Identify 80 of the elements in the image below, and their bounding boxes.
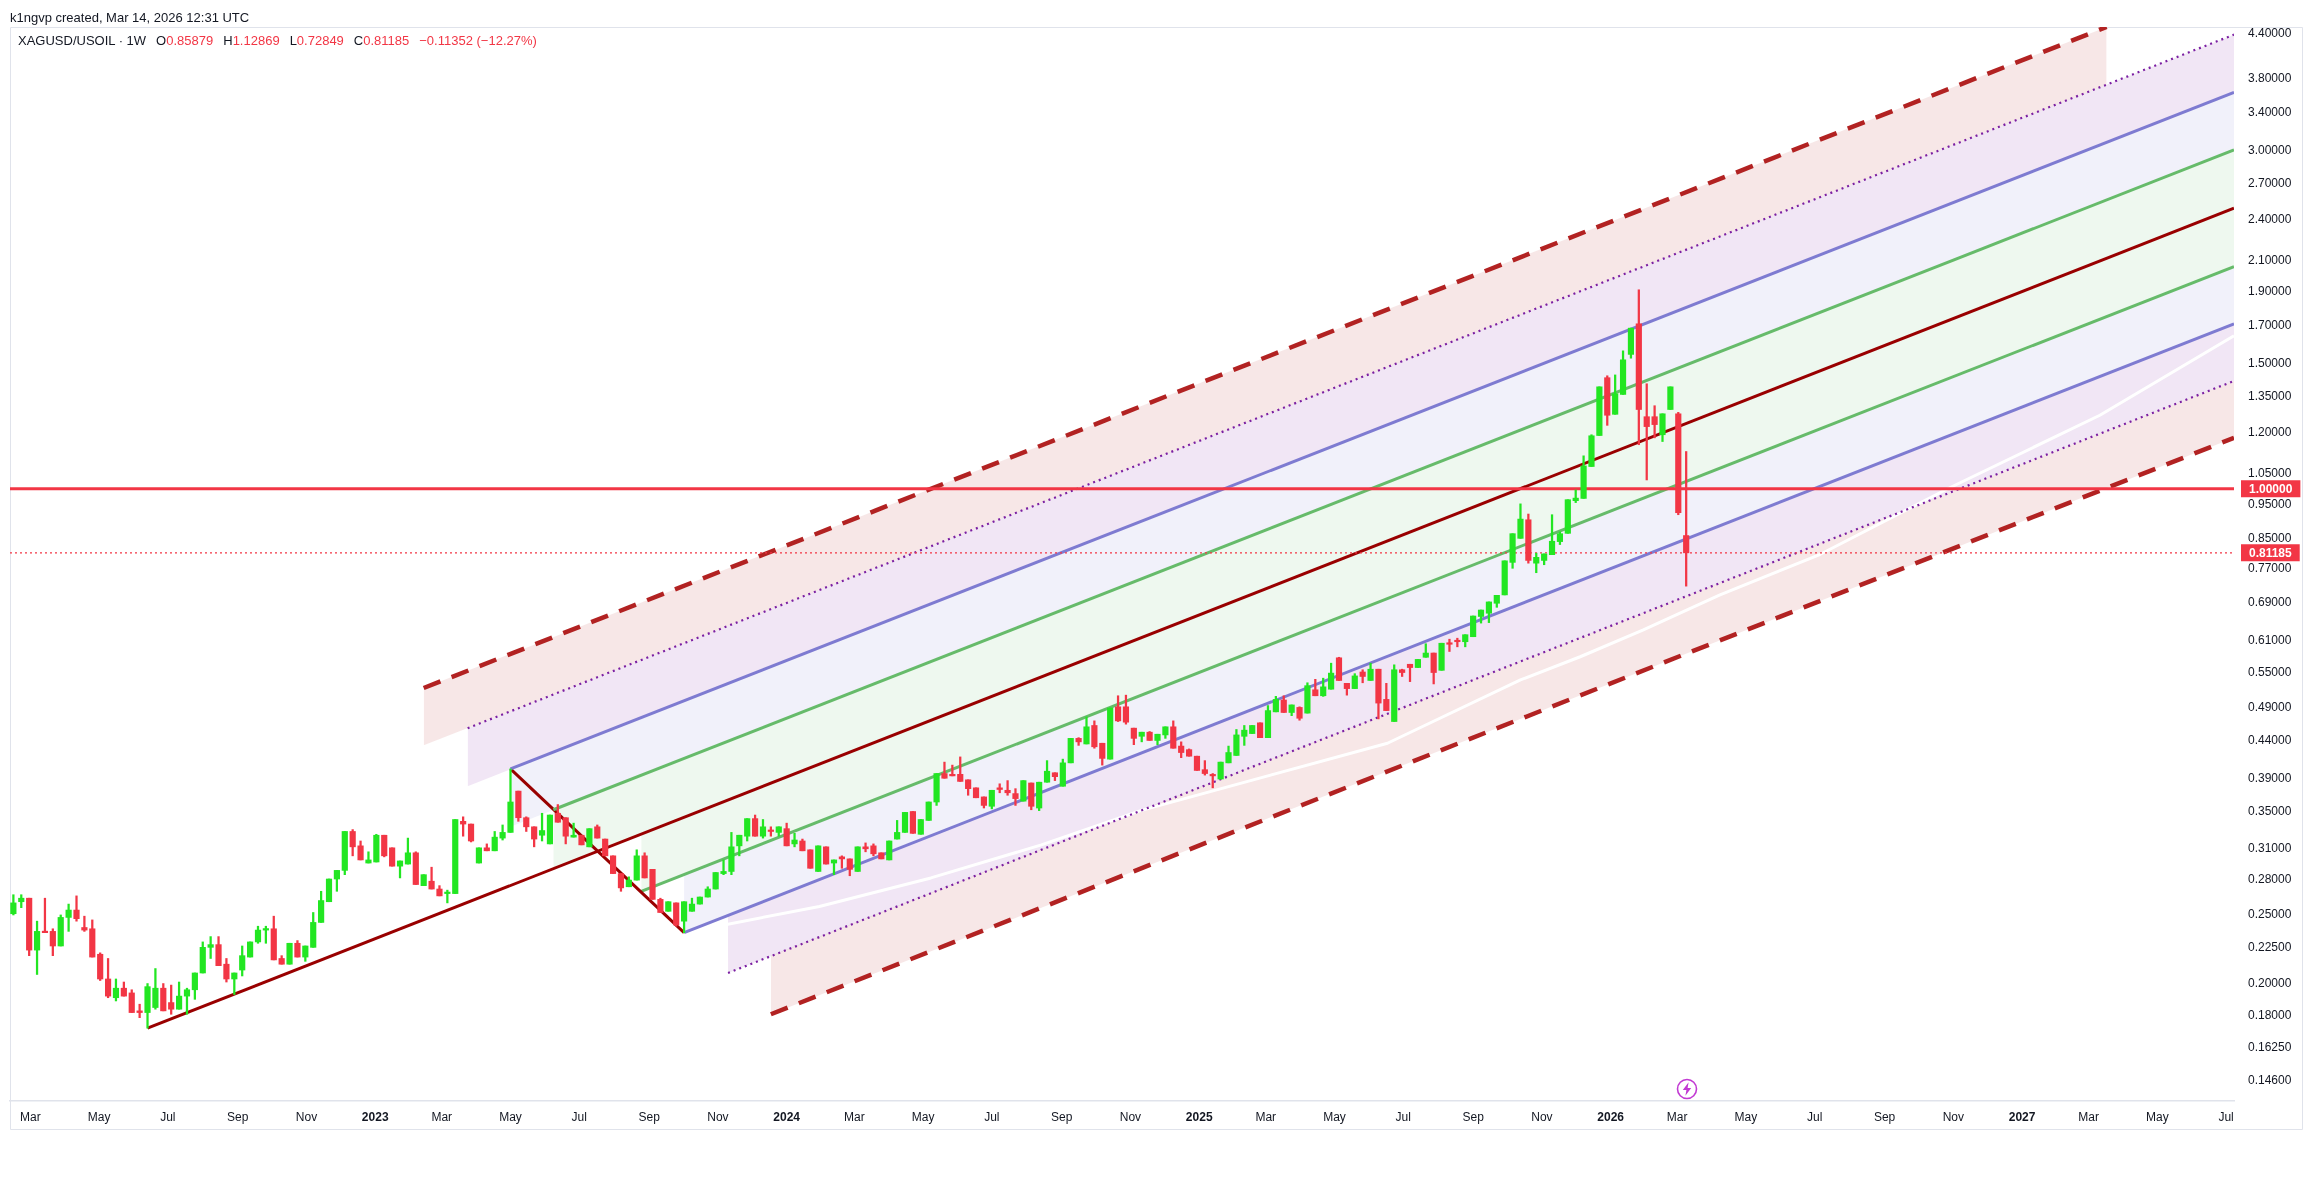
x-tick-label: 2023 [361, 1109, 389, 1124]
candlestick [791, 833, 798, 848]
y-tick-label: 0.31000 [2248, 841, 2292, 856]
y-tick-label: 0.28000 [2248, 872, 2292, 887]
y-tick-label: 4.40000 [2248, 25, 2292, 40]
x-tick-label: Nov [295, 1109, 318, 1124]
y-tick-label: 0.77000 [2248, 561, 2292, 576]
y-tick-label: 0.16250 [2248, 1039, 2292, 1054]
x-tick-label: Mar [1666, 1109, 1688, 1124]
x-tick-label: May [911, 1109, 935, 1124]
x-tick-label: Sep [1873, 1109, 1896, 1124]
x-tick-label: Nov [1942, 1109, 1964, 1124]
annotation: −0.11352 (−12.27%) [419, 33, 537, 48]
y-tick-label: 1.70000 [2248, 317, 2292, 332]
y-tick-label: 0.95000 [2248, 496, 2292, 511]
x-tick-label: Jul [984, 1109, 1000, 1124]
x-tick-label: Mar [2078, 1109, 2099, 1124]
x-tick-label: May [1323, 1109, 1346, 1124]
x-tick-label: Mar [431, 1109, 453, 1124]
y-tick-label: 1.50000 [2248, 356, 2292, 371]
y-tick-label: 3.80000 [2248, 70, 2292, 85]
x-tick-label: Sep [227, 1109, 249, 1124]
y-tick-label: 0.55000 [2248, 664, 2292, 679]
x-tick-label: May [2146, 1109, 2169, 1124]
x-tick-label: Jul [571, 1109, 587, 1124]
chart-subtitle: k1ngvp created, Mar 14, 2026 12:31 UTC [10, 10, 250, 26]
candlestick [1651, 405, 1658, 439]
annotation: H1.12869 [223, 33, 280, 48]
y-tick-label: 1.35000 [2248, 388, 2292, 403]
x-tick-label: May [87, 1109, 111, 1124]
x-tick-label: 2024 [773, 1109, 801, 1124]
y-tick-label: 1.20000 [2248, 425, 2292, 439]
x-tick-label: Nov [1531, 1109, 1553, 1124]
x-tick-label: May [499, 1109, 522, 1124]
chart-title: XAGUSD/USOIL · 1W [18, 33, 147, 48]
candlestick [81, 915, 88, 932]
x-tick-label: Jul [2218, 1109, 2234, 1124]
y-tick-label: 0.69000 [2248, 595, 2292, 610]
ref-line-label: 0.81185 [2249, 545, 2293, 560]
x-tick-label: Jul [1395, 1109, 1411, 1124]
y-tick-label: 0.61000 [2248, 633, 2292, 648]
candlestick [1012, 788, 1019, 806]
x-tick-label: Sep [1462, 1109, 1485, 1124]
annotation: L0.72849 [289, 33, 344, 48]
x-tick-label: 2027 [2008, 1109, 2036, 1124]
x-tick-label: Sep [1051, 1109, 1073, 1124]
y-tick-label: 0.20000 [2248, 975, 2292, 990]
x-tick-label: 2026 [1597, 1109, 1625, 1124]
candlestick [1004, 780, 1011, 796]
x-tick-label: 2025 [1185, 1109, 1213, 1124]
y-tick-label: 1.90000 [2248, 283, 2292, 298]
x-tick-label: Mar [843, 1109, 865, 1124]
x-tick-label: Sep [638, 1109, 661, 1124]
x-tick-label: Mar [19, 1109, 41, 1124]
y-tick-label: 2.10000 [2248, 252, 2292, 267]
candlestick [65, 903, 72, 932]
y-tick-label: 0.18000 [2248, 1008, 2292, 1023]
x-tick-label: Jul [160, 1109, 176, 1124]
y-tick-label: 0.22500 [2248, 939, 2292, 954]
y-tick-label: 0.39000 [2248, 770, 2292, 785]
y-tick-label: 0.25000 [2248, 907, 2292, 922]
y-tick-label: 3.00000 [2248, 143, 2292, 158]
y-tick-label: 0.85000 [2248, 531, 2292, 546]
annotation: O0.85879 [156, 33, 214, 48]
y-tick-label: 0.35000 [2248, 803, 2292, 818]
x-tick-label: Mar [1255, 1109, 1277, 1124]
annotation: C0.81185 [353, 33, 410, 48]
y-tick-label: 0.14600 [2248, 1072, 2292, 1087]
y-tick-label: 2.70000 [2248, 175, 2292, 190]
y-tick-label: 0.49000 [2248, 700, 2292, 715]
candlestick [1446, 638, 1453, 652]
y-tick-label: 0.44000 [2248, 733, 2292, 748]
x-tick-label: Jul [1807, 1109, 1823, 1124]
y-tick-label: 1.05000 [2248, 466, 2292, 481]
x-tick-label: Nov [1119, 1109, 1142, 1124]
y-tick-label: 2.40000 [2248, 211, 2292, 226]
y-tick-label: 3.40000 [2248, 104, 2292, 119]
x-tick-label: Nov [707, 1109, 729, 1124]
x-tick-label: May [1734, 1109, 1758, 1124]
ref-line-label: 1.00000 [2249, 481, 2293, 496]
